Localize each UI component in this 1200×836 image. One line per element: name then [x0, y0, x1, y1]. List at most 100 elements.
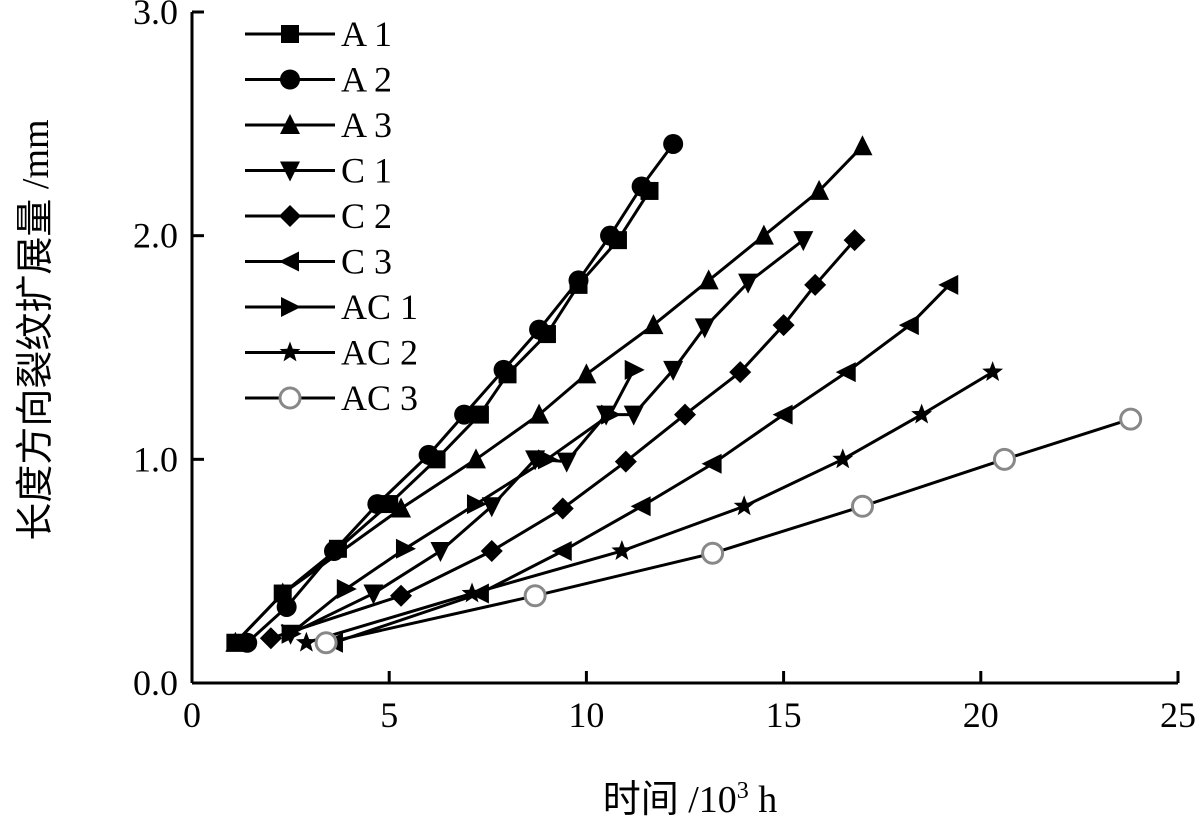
legend-label-a3: A 3: [341, 105, 392, 145]
legend-marker-c3: [279, 251, 299, 272]
x-axis-title-sup: 3: [737, 778, 749, 804]
legend-entry-c3: C 3: [245, 242, 392, 282]
series-line-a3: [234, 145, 864, 644]
legend-label-ac3: AC 3: [341, 378, 418, 418]
point-ac1-6: [624, 359, 645, 380]
point-c2-2: [480, 540, 503, 563]
legend-entry-ac3: AC 3: [245, 378, 418, 418]
point-c2-6: [729, 361, 752, 384]
legend-label-a2: A 2: [341, 60, 392, 100]
y-axis-title: 长度方向裂纹扩展量 /mm: [15, 119, 57, 540]
point-c1-7: [623, 405, 644, 426]
point-ac2-1: [461, 582, 483, 603]
legend-marker-a1: [281, 25, 299, 43]
legend-marker-ac1: [281, 297, 301, 317]
point-c2-4: [614, 450, 637, 473]
legend-entry-a2: A 2: [245, 60, 392, 100]
point-c1-1: [363, 584, 384, 605]
point-ac2-0: [295, 631, 317, 652]
point-c2-3: [551, 497, 574, 520]
legend-marker-a3: [280, 114, 300, 134]
point-a2-10: [631, 176, 652, 197]
y-tick-label-1: 1.0: [133, 439, 178, 479]
y-tick-label-2: 2.0: [133, 216, 178, 256]
point-a3-10: [852, 135, 873, 156]
point-ac3-3: [850, 494, 874, 518]
legend-entry-c1: C 1: [245, 151, 392, 191]
point-c1-3: [481, 497, 502, 518]
point-a3-0: [225, 631, 246, 652]
point-c3-7: [898, 315, 919, 336]
point-ac1-2: [395, 538, 416, 559]
point-a2-9: [600, 225, 621, 246]
point-c2-9: [843, 229, 866, 252]
axes: 0 5 10 15 20 25 0.0 1.0 2.0 3.0: [133, 0, 1196, 735]
point-a3-1: [272, 582, 293, 603]
point-a3-6: [643, 314, 664, 335]
point-ac3-0: [314, 631, 338, 655]
legend: A 1 A 2 A 3 C 1 C 2 C 3 AC 1 AC 2 AC 3: [245, 14, 418, 418]
point-c2-5: [674, 403, 696, 426]
point-a2-3: [367, 494, 388, 515]
legend-marker-a2: [280, 69, 300, 90]
legend-entry-c2: C 2: [245, 196, 392, 236]
x-tick-label-0: 0: [183, 695, 201, 735]
point-c2-8: [804, 273, 827, 296]
y-tick-label-0: 0.0: [133, 663, 178, 703]
x-axis-title-main: 时间 /10: [603, 779, 737, 821]
point-ac1-4: [537, 449, 558, 470]
series-ac1: [281, 359, 645, 644]
point-c3-2: [551, 541, 572, 562]
point-a2-7: [529, 319, 550, 340]
point-c1-10: [738, 273, 759, 294]
point-c3-1: [468, 583, 489, 604]
x-axis-title: 时间 /103 h: [603, 778, 778, 821]
x-tick-label-5: 25: [1160, 695, 1196, 735]
point-ac2-5: [911, 403, 933, 424]
series-ac3: [314, 407, 1143, 655]
legend-label-ac2: AC 2: [341, 333, 418, 373]
series-ac2: [295, 361, 1004, 652]
point-c2-7: [772, 314, 795, 337]
point-ac1-3: [466, 494, 487, 515]
point-a2-11: [663, 133, 684, 154]
point-c1-2: [430, 542, 451, 563]
point-c1-11: [793, 231, 814, 252]
point-ac2-3: [733, 495, 755, 516]
x-tick-label-4: 20: [963, 695, 999, 735]
series-line-ac3: [325, 417, 1132, 645]
legend-label-a1: A 1: [341, 14, 392, 54]
point-a3-3: [465, 448, 486, 469]
point-a3-7: [698, 269, 719, 290]
legend-entry-a3: A 3: [245, 105, 392, 145]
point-c1-5: [556, 452, 577, 473]
legend-marker-c2: [279, 205, 301, 227]
x-tick-label-1: 5: [380, 695, 398, 735]
point-ac1-1: [336, 579, 357, 600]
legend-marker-ac2: [279, 341, 301, 362]
legend-marker-c1: [280, 161, 300, 182]
point-a2-8: [568, 270, 589, 291]
legend-entry-a1: A 1: [245, 14, 392, 54]
point-a2-4: [418, 444, 439, 465]
legend-label-ac1: AC 1: [341, 287, 418, 327]
point-a2-6: [493, 359, 514, 380]
point-ac2-2: [611, 540, 633, 560]
point-ac3-5: [1119, 407, 1143, 431]
point-ac3-1: [523, 584, 547, 608]
series-c2: [259, 229, 866, 650]
legend-entry-ac1: AC 1: [245, 287, 418, 327]
point-ac3-2: [701, 541, 725, 565]
point-c1-8: [663, 360, 684, 381]
point-ac2-4: [832, 448, 854, 469]
legend-marker-ac3: [278, 386, 302, 410]
x-tick-label-3: 15: [766, 695, 802, 735]
point-a3-2: [391, 497, 412, 518]
point-ac1-5: [601, 404, 622, 425]
legend-label-c3: C 3: [341, 242, 392, 282]
point-ac3-4: [992, 447, 1016, 471]
point-c3-6: [835, 362, 856, 383]
point-a2-5: [454, 404, 475, 425]
